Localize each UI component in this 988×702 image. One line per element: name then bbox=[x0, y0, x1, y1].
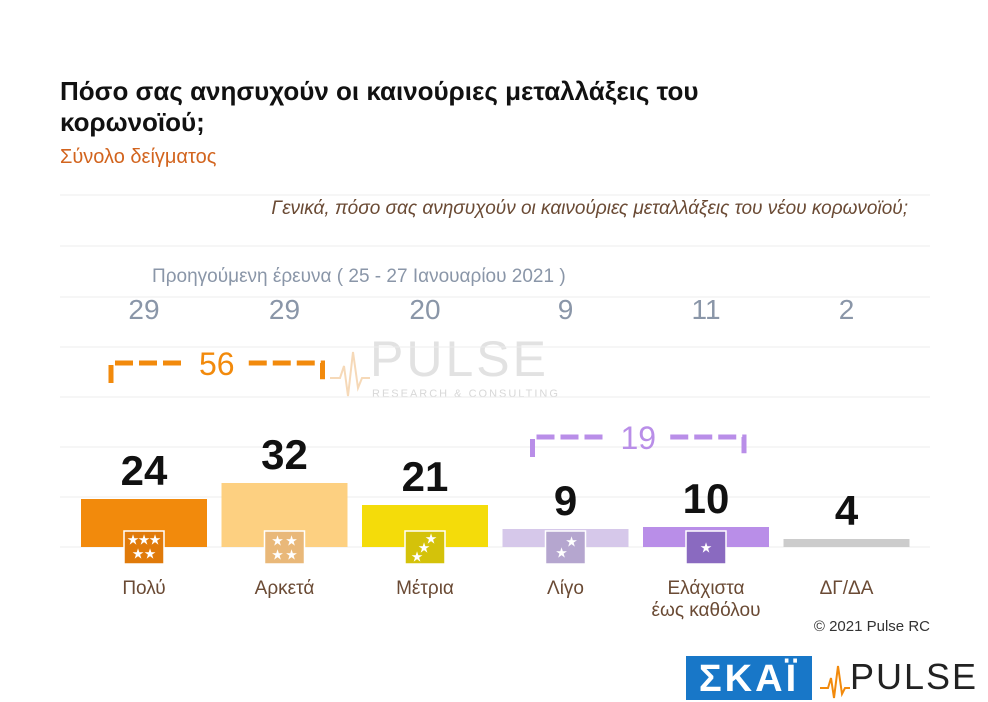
chart-title: Πόσο σας ανησυχούν οι καινούριες μεταλλά… bbox=[60, 76, 699, 137]
star-icon: ★ bbox=[271, 548, 284, 564]
data-label: 9 bbox=[554, 477, 577, 524]
category-label: Πολύ bbox=[122, 578, 165, 599]
star-badge-icon bbox=[263, 530, 306, 565]
star-icon: ★ bbox=[418, 541, 431, 557]
category-label: έως καθόλου bbox=[652, 600, 761, 621]
previous-value-label: 20 bbox=[409, 294, 440, 325]
category-label: Ελάχιστα bbox=[667, 578, 744, 599]
data-label: 10 bbox=[683, 475, 730, 522]
previous-value-label: 29 bbox=[269, 294, 300, 325]
group-bracket-left bbox=[108, 360, 185, 383]
previous-value-label: 11 bbox=[691, 294, 720, 325]
group-bracket-right bbox=[248, 360, 325, 383]
star-icon: ★ bbox=[144, 547, 157, 563]
category-label: Λίγο bbox=[547, 578, 584, 599]
group-bracket-right bbox=[670, 434, 747, 457]
previous-survey-label: Προηγούμενη έρευνα ( 25 - 27 Ιανουαρίου … bbox=[152, 266, 566, 287]
star-icon: ★ bbox=[138, 533, 151, 549]
star-icon: ★ bbox=[132, 547, 145, 563]
bar bbox=[783, 539, 910, 547]
star-icon: ★ bbox=[285, 548, 298, 564]
star-icon: ★ bbox=[149, 533, 162, 549]
copyright: © 2021 Pulse RC bbox=[813, 618, 930, 635]
star-icon: ★ bbox=[271, 534, 284, 550]
star-icon: ★ bbox=[565, 535, 578, 551]
pulse-logo: PULSE bbox=[820, 654, 976, 700]
star-icon: ★ bbox=[555, 546, 568, 562]
pulse-wave-icon bbox=[330, 351, 370, 397]
star-badge-icon bbox=[544, 530, 587, 565]
survey-question: Γενικά, πόσο σας ανησυχούν οι καινούριες… bbox=[271, 198, 908, 219]
group-bracket-left bbox=[530, 434, 607, 457]
watermark-text: PULSE bbox=[370, 331, 549, 387]
previous-value-label: 9 bbox=[558, 294, 574, 325]
star-badge-icon bbox=[404, 530, 446, 565]
chart-subtitle: Σύνολο δείγματος bbox=[60, 146, 217, 168]
star-badge-icon bbox=[123, 530, 165, 565]
category-label: ΔΓ/ΔΑ bbox=[820, 578, 874, 599]
star-icon: ★ bbox=[411, 550, 424, 566]
star-icon: ★ bbox=[127, 533, 140, 549]
category-label: Μέτρια bbox=[396, 578, 454, 599]
data-label: 24 bbox=[121, 447, 168, 494]
star-badge-icon bbox=[685, 530, 727, 565]
previous-value-label: 29 bbox=[128, 294, 159, 325]
previous-value-label: 2 bbox=[839, 294, 855, 325]
star-icon: ★ bbox=[700, 541, 713, 557]
data-label: 32 bbox=[261, 431, 308, 478]
pulse-logo-wave-icon bbox=[820, 665, 850, 699]
data-label: 21 bbox=[402, 453, 449, 500]
star-icon: ★ bbox=[285, 534, 298, 550]
category-label: Αρκετά bbox=[255, 578, 315, 599]
skai-logo: ΣΚΑΪ bbox=[686, 656, 812, 700]
data-label: 4 bbox=[835, 487, 859, 534]
pulse-logo-text: PULSE bbox=[850, 656, 979, 697]
group-total-label: 19 bbox=[620, 420, 656, 456]
star-icon: ★ bbox=[425, 532, 438, 548]
group-total-label: 56 bbox=[199, 346, 235, 382]
